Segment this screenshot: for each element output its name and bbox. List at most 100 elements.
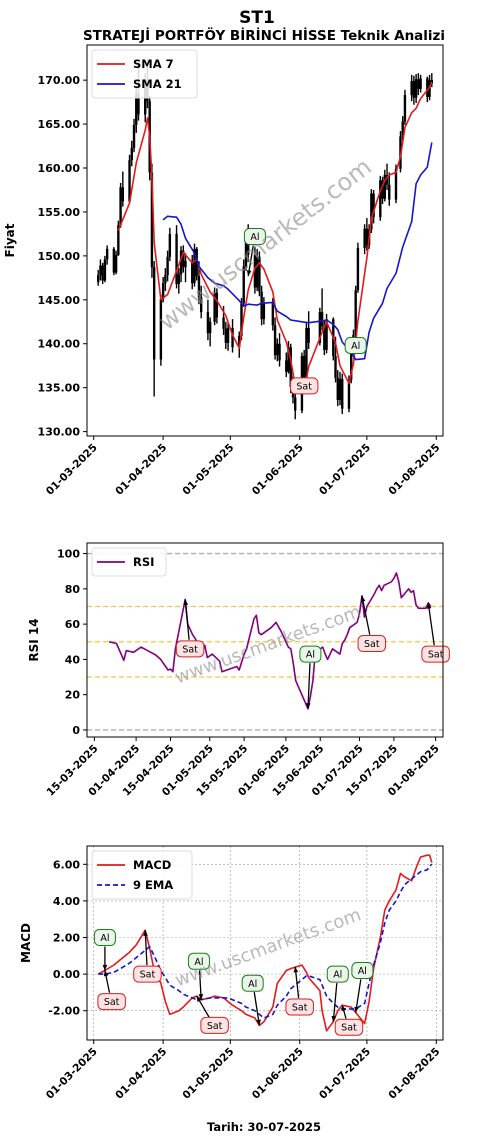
y-axis-label: Fiyat xyxy=(3,223,17,257)
annotation-label: Sat xyxy=(182,644,198,655)
annotation-label: Sat xyxy=(364,639,380,650)
annotation-label: Al xyxy=(358,966,367,977)
annotation-label: Al xyxy=(194,957,203,968)
annotation-box xyxy=(187,952,210,970)
y-tick-label: 40 xyxy=(65,653,81,666)
legend-entry: MACD xyxy=(133,858,171,872)
ohlc-body xyxy=(414,79,418,98)
ohlc-body xyxy=(117,225,120,255)
ohlc-body xyxy=(166,256,169,276)
plot-area xyxy=(96,58,434,420)
ohlc-body xyxy=(253,254,257,288)
annotation-arrowhead xyxy=(198,994,204,1000)
buy-signal-annotation: Al xyxy=(351,961,374,1013)
x-tick-label: 01-04-2025 xyxy=(113,1046,169,1102)
ohlc-body xyxy=(150,172,154,268)
ohlc-body xyxy=(184,261,187,268)
annotation-box xyxy=(200,1016,229,1034)
annotation-label: Sat xyxy=(140,970,156,981)
ohlc-body xyxy=(385,175,389,185)
annotation-arrowhead xyxy=(426,602,432,609)
legend-box xyxy=(91,850,193,900)
date-xlabel: Tarih: 30-07-2025 xyxy=(207,1120,321,1134)
ohlc-body xyxy=(226,327,230,343)
y-tick-label: 145.00 xyxy=(38,294,81,307)
ohlc-body xyxy=(347,379,351,409)
annotation-box xyxy=(243,228,266,246)
x-tick-label: 01-06-2025 xyxy=(250,442,306,498)
ohlc-body xyxy=(208,321,212,334)
y-tick-label: 165.00 xyxy=(38,118,81,131)
ohlc-body xyxy=(132,124,136,148)
annotation-box xyxy=(285,998,314,1016)
sell-signal-annotation: Sat xyxy=(421,602,450,663)
ohlc-body xyxy=(307,327,310,343)
ohlc-body xyxy=(350,349,353,380)
annotation-arrow xyxy=(184,599,190,640)
annotation-arrow xyxy=(427,602,435,646)
ohlc-body xyxy=(276,343,279,356)
ohlc-body xyxy=(388,184,391,200)
annotation-arrow xyxy=(144,930,148,966)
ohlc-body xyxy=(112,248,116,273)
annotation-box xyxy=(175,640,205,658)
macd-panel: Al Sat Sat Al Sat Al Sat Al Sat Al -2.00 0.00 2.00 4.… xyxy=(19,845,444,1102)
ohlc-body xyxy=(177,274,180,284)
annotation-arrowhead xyxy=(256,1019,261,1026)
ohlc-body xyxy=(240,303,243,336)
ohlc-body xyxy=(412,81,416,98)
annotation-arrowhead xyxy=(196,996,202,1003)
annotation-label: Sat xyxy=(207,1021,223,1032)
ohlc-body xyxy=(318,312,322,343)
ohlc-body xyxy=(334,356,337,379)
ohlc-body xyxy=(403,95,407,122)
annotation-box xyxy=(351,961,374,979)
sell-signal-annotation: Sat xyxy=(196,995,229,1034)
annotation-box xyxy=(133,965,162,983)
annotation-label: Al xyxy=(306,650,315,661)
y-tick-label: 6.00 xyxy=(53,858,80,871)
annotation-box xyxy=(289,377,319,395)
ohlc-body xyxy=(370,193,373,230)
ohlc-body xyxy=(193,248,196,284)
y-tick-label: 170.00 xyxy=(38,74,81,87)
ohlc-body xyxy=(260,291,263,320)
annotation-label: Al xyxy=(250,232,259,243)
ohlc-body xyxy=(258,256,261,292)
y-tick-label: -2.00 xyxy=(48,1005,80,1018)
ohlc-body xyxy=(137,93,140,115)
annotation-arrow xyxy=(253,992,261,1026)
ohlc-body xyxy=(383,175,386,199)
annotation-arrowhead xyxy=(103,970,109,977)
annotation-label: Sat xyxy=(428,650,444,661)
ohlc-body xyxy=(159,298,163,360)
buy-signal-annotation: Al xyxy=(344,336,367,354)
axes-frame xyxy=(86,44,444,437)
ohlc-body xyxy=(105,248,109,260)
x-tick-label: 01-03-2025 xyxy=(44,442,100,498)
y-axis-label: MACD xyxy=(19,923,33,963)
ohlc-body xyxy=(175,233,178,284)
annotation-label: Sat xyxy=(296,381,312,392)
ohlc-body xyxy=(99,265,102,276)
ohlc-body xyxy=(289,347,292,387)
ohlc-body xyxy=(262,302,266,320)
legend-entry: SMA 7 xyxy=(133,57,174,71)
axes-frame xyxy=(86,542,444,738)
annotation-label: Al xyxy=(248,979,257,990)
ohlc-body xyxy=(354,290,357,335)
ohlc-body xyxy=(152,267,156,360)
ohlc-body xyxy=(242,266,245,304)
ohlc-body xyxy=(247,236,250,255)
y-tick-label: 155.00 xyxy=(38,206,81,219)
annotation-label: Sat xyxy=(104,997,120,1008)
ohlc-body xyxy=(410,81,413,96)
annotation-box xyxy=(357,635,387,653)
y-tick-label: 135.00 xyxy=(38,382,81,395)
buy-signal-annotation: Al xyxy=(299,645,322,709)
plot-area xyxy=(97,854,433,1032)
ohlc-body xyxy=(197,276,201,298)
ohlc-body xyxy=(323,326,326,350)
annotation-label: Al xyxy=(333,970,342,981)
y-tick-label: 130.00 xyxy=(38,426,81,439)
